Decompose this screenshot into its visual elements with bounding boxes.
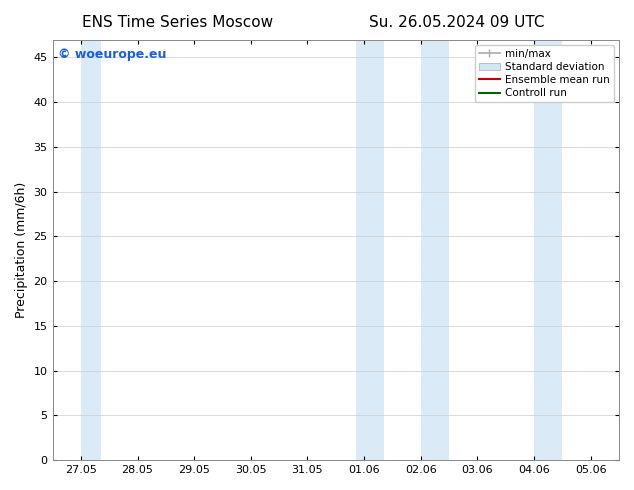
Y-axis label: Precipitation (mm/6h): Precipitation (mm/6h) (15, 182, 28, 318)
Text: Su. 26.05.2024 09 UTC: Su. 26.05.2024 09 UTC (369, 15, 544, 30)
Bar (81, 40, 101, 460)
Bar (421, 40, 449, 460)
Text: ENS Time Series Moscow: ENS Time Series Moscow (82, 15, 273, 30)
Text: © woeurope.eu: © woeurope.eu (58, 48, 167, 61)
Legend: min/max, Standard deviation, Ensemble mean run, Controll run: min/max, Standard deviation, Ensemble me… (475, 45, 614, 102)
Bar (356, 40, 384, 460)
Bar (534, 40, 562, 460)
